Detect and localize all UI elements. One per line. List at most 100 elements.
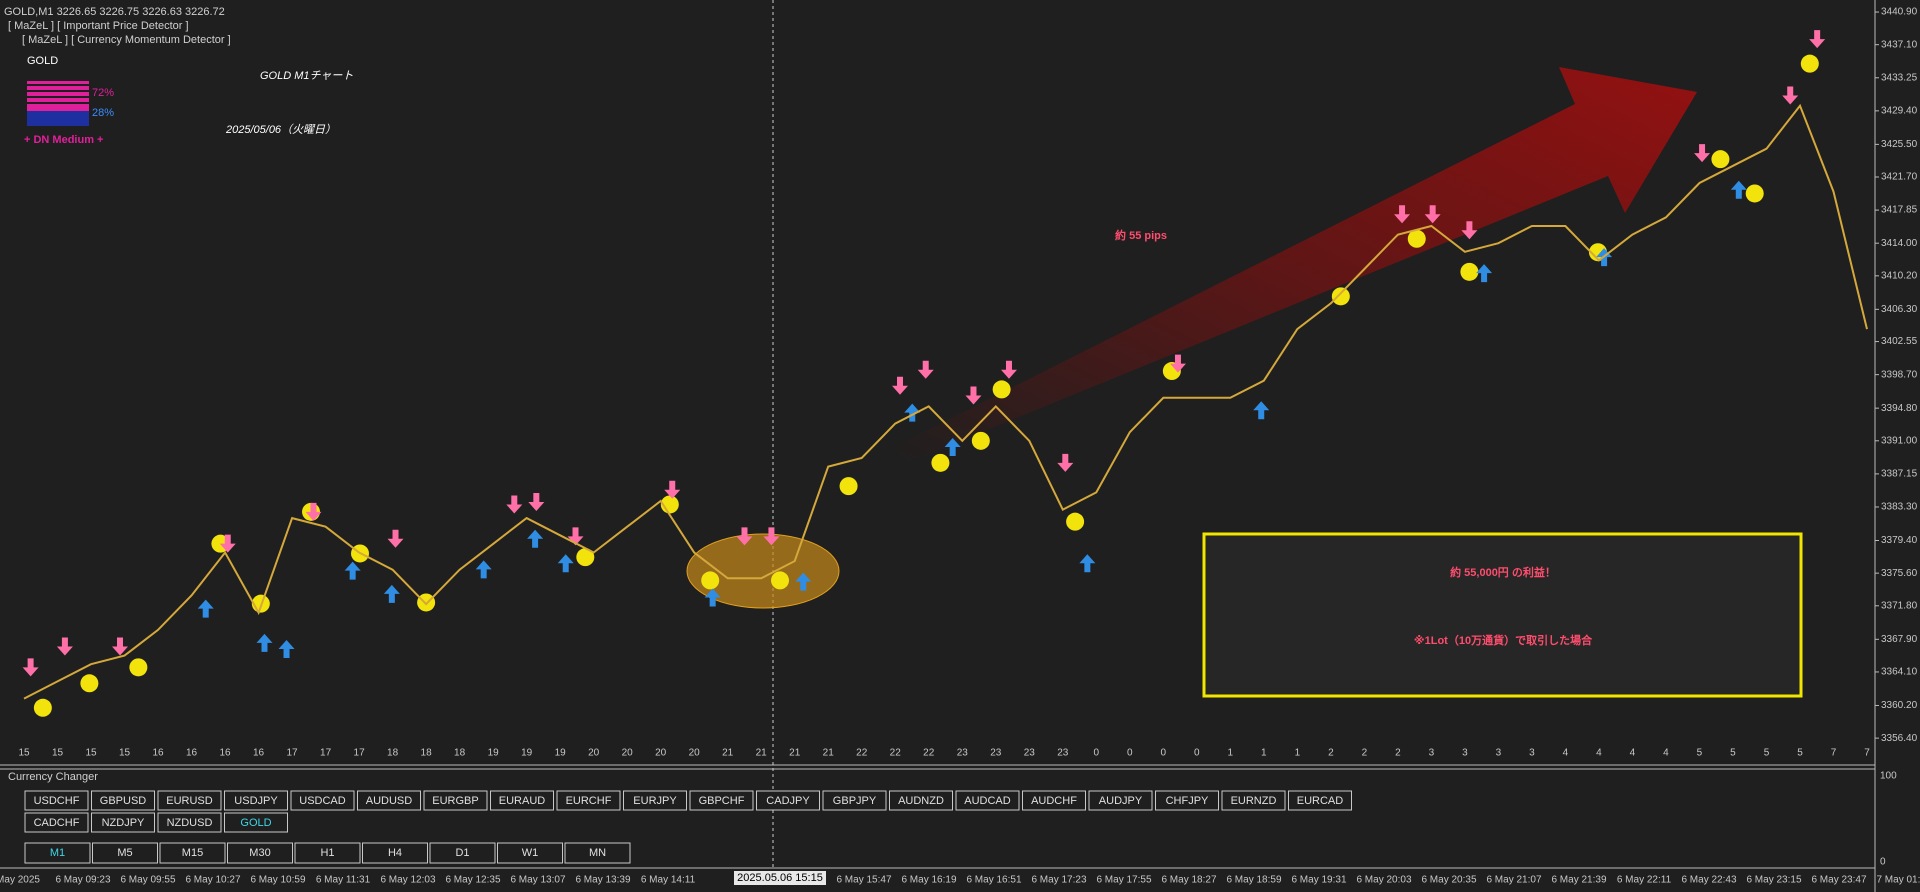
symbol-button-label[interactable]: GBPCHF: [699, 795, 745, 807]
symbol-button-label[interactable]: EURAUD: [499, 795, 546, 807]
symbol-button-label[interactable]: EURNZD: [1231, 795, 1277, 807]
y-tick-label: 3433.25: [1881, 72, 1918, 83]
x-tick-label: 20: [655, 748, 667, 759]
x-tick-label: 4: [1630, 748, 1636, 759]
symbol-button-label[interactable]: EURCHF: [566, 795, 612, 807]
timeframe-button[interactable]: [24, 842, 91, 864]
symbol-button-label[interactable]: USDCHF: [34, 795, 80, 807]
y-tick-label: 3402.55: [1881, 336, 1918, 347]
symbol-button[interactable]: [889, 790, 953, 811]
symbol-button-label[interactable]: EURCAD: [1297, 795, 1344, 807]
time-label: 6 May 15:47: [836, 875, 891, 886]
symbol-button[interactable]: [1155, 790, 1219, 811]
symbol-button[interactable]: [623, 790, 687, 811]
time-label: 6 May 14:11: [641, 875, 696, 886]
symbol-button-label[interactable]: NZDJPY: [102, 817, 145, 829]
timeframe-button[interactable]: [362, 842, 428, 864]
timeframe-button-label[interactable]: M15: [182, 847, 203, 859]
timeframe-button[interactable]: [564, 842, 631, 864]
time-label: 6 May 20:03: [1356, 875, 1411, 886]
timeframe-button[interactable]: [429, 842, 496, 864]
signal-dot: [839, 477, 858, 496]
symbol-button[interactable]: [1288, 790, 1352, 811]
x-tick-label: 7: [1864, 748, 1870, 759]
symbol-button[interactable]: [689, 790, 754, 811]
symbol-button[interactable]: [224, 790, 288, 811]
timeframe-button[interactable]: [227, 842, 293, 864]
symbol-button-label[interactable]: CADCHF: [34, 817, 80, 829]
time-label: 6 May 16:19: [901, 875, 956, 886]
signal-arrow: [528, 493, 545, 512]
symbol-button-label[interactable]: EURGBP: [432, 795, 478, 807]
symbol-button[interactable]: [1221, 790, 1286, 811]
symbol-button-label[interactable]: GBPJPY: [833, 795, 877, 807]
signal-arrow: [892, 376, 909, 395]
symbol-button[interactable]: [756, 790, 820, 811]
symbol-button-label[interactable]: CHFJPY: [1166, 795, 1209, 807]
symbol-button[interactable]: [157, 790, 222, 811]
symbol-button-label[interactable]: EURUSD: [166, 795, 213, 807]
y-tick-label: 3429.40: [1881, 105, 1918, 116]
timeframe-button-label[interactable]: M5: [117, 847, 132, 859]
symbol-button-label[interactable]: AUDCAD: [964, 795, 1011, 807]
symbol-button[interactable]: [822, 790, 887, 811]
signal-arrow: [795, 572, 812, 591]
timeframe-button-label[interactable]: W1: [522, 847, 539, 859]
timeframe-button-label[interactable]: M30: [249, 847, 270, 859]
x-tick-label: 18: [387, 748, 399, 759]
symbol-button[interactable]: [1022, 790, 1086, 811]
symbol-button-label[interactable]: AUDNZD: [898, 795, 944, 807]
stripe: [27, 102, 89, 104]
symbol-button-label[interactable]: AUDUSD: [366, 795, 413, 807]
symbol-button[interactable]: [91, 790, 155, 811]
timeframe-button-label[interactable]: H1: [320, 847, 334, 859]
timeframe-button[interactable]: [497, 842, 563, 864]
signals: [22, 30, 1826, 717]
symbol-button[interactable]: [24, 790, 89, 811]
timeframe-button-label[interactable]: D1: [455, 847, 469, 859]
timeframe-button-label[interactable]: MN: [589, 847, 606, 859]
symbol-button[interactable]: [24, 812, 89, 833]
symbol-button-label[interactable]: USDJPY: [234, 795, 278, 807]
y-tick-label: 3437.10: [1881, 39, 1918, 50]
x-tick-label: 2: [1395, 748, 1401, 759]
symbol-button-label[interactable]: GOLD: [240, 817, 271, 829]
timeframe-button[interactable]: [294, 842, 361, 864]
symbol-button[interactable]: [224, 812, 288, 833]
timeframe-button-label[interactable]: H4: [388, 847, 402, 859]
symbol-button[interactable]: [490, 790, 554, 811]
symbol-button[interactable]: [91, 812, 155, 833]
signal-dot: [1800, 54, 1819, 73]
symbol-button[interactable]: [357, 790, 421, 811]
symbol-button[interactable]: [290, 790, 355, 811]
symbol-button[interactable]: [423, 790, 488, 811]
symbol-button[interactable]: [157, 812, 222, 833]
signal-arrow: [1461, 221, 1478, 240]
symbol-button[interactable]: [955, 790, 1020, 811]
price-line: [23, 103, 1868, 700]
x-tick-label: 21: [756, 748, 768, 759]
symbol-button-label[interactable]: GBPUSD: [100, 795, 147, 807]
symbol-button-label[interactable]: USDCAD: [299, 795, 346, 807]
symbol-button-label[interactable]: AUDJPY: [1099, 795, 1143, 807]
x-tick-label: 4: [1663, 748, 1669, 759]
x-tick-label: 19: [555, 748, 567, 759]
timeframe-button-label[interactable]: M1: [50, 847, 65, 859]
signal-arrow: [1809, 30, 1826, 49]
timeframe-button[interactable]: [92, 842, 158, 864]
subtitle: 2025/05/06（火曜日）: [225, 123, 336, 136]
time-label: 6 May 18:59: [1226, 875, 1281, 886]
timeframe-button[interactable]: [159, 842, 226, 864]
signal-arrow: [383, 584, 400, 603]
y-tick-label: 3398.70: [1881, 369, 1918, 380]
price-chart: 3440.90 3437.10 3433.25 3429.40 3425.50 3421.…: [18, 7, 1917, 759]
symbol-button-label[interactable]: AUDCHF: [1031, 795, 1077, 807]
signal-arrow: [736, 527, 753, 546]
symbol-button[interactable]: [556, 790, 621, 811]
symbol-button-label[interactable]: CADJPY: [766, 795, 810, 807]
signal-arrow: [506, 495, 523, 514]
symbol-button-label[interactable]: EURJPY: [633, 795, 677, 807]
time-label: 6 May 12:03: [380, 875, 435, 886]
symbol-button[interactable]: [1088, 790, 1153, 811]
symbol-button-label[interactable]: NZDUSD: [167, 817, 213, 829]
